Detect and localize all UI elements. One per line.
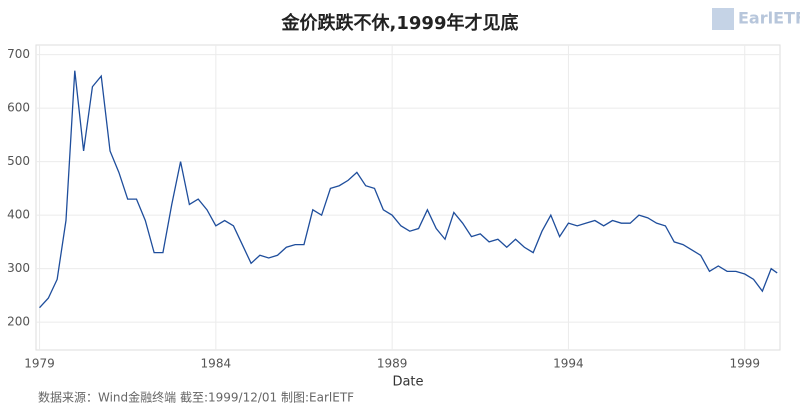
y-tick-label: 700	[7, 47, 30, 61]
y-tick-label: 300	[7, 261, 30, 275]
x-tick-label: 1979	[24, 357, 55, 371]
x-tick-label: 1984	[201, 357, 232, 371]
x-axis-label: Date	[392, 375, 423, 390]
logo-icon	[712, 8, 734, 30]
source-note: 数据来源：Wind金融终端 截至:1999/12/01 制图:EarlETF	[38, 390, 354, 405]
y-tick-label: 400	[7, 208, 30, 222]
y-tick-label: 500	[7, 154, 30, 168]
plot-area	[35, 44, 781, 351]
x-tick-label: 1994	[553, 357, 584, 371]
price-line	[39, 70, 778, 309]
chart-title: 金价跌跌不休,1999年才见底	[281, 12, 519, 34]
watermark: EarlETF	[738, 9, 800, 28]
x-tick-label: 1989	[377, 357, 408, 371]
x-tick-label: 1999	[729, 357, 760, 371]
y-tick-label: 200	[7, 315, 30, 329]
y-tick-label: 600	[7, 101, 30, 115]
